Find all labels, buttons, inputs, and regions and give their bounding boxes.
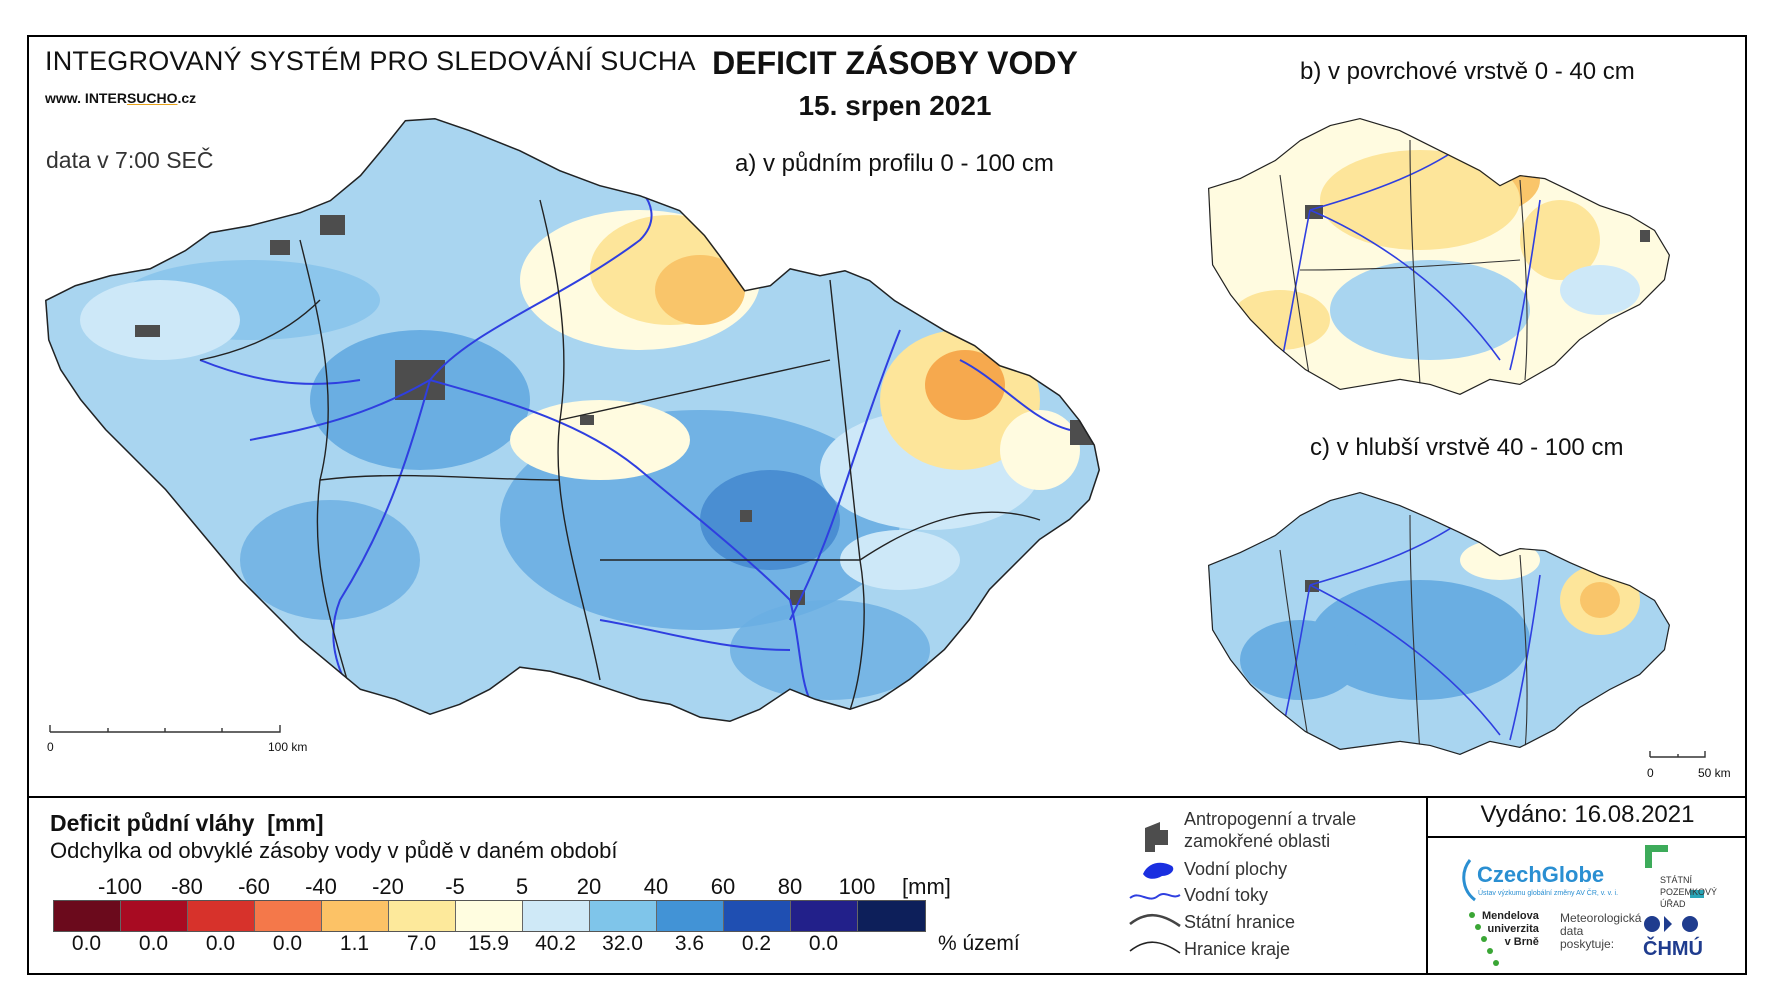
- scale-a-start: 0: [47, 740, 54, 754]
- legend-swatch: [523, 901, 590, 931]
- czechglobe-logo: CzechGlobe: [1477, 862, 1605, 887]
- mendel-line1: Mendelova: [1482, 910, 1539, 922]
- legend-title-text: Deficit půdní vláhy: [50, 810, 255, 836]
- met-data-text: Meteorologická data poskytuje:: [1560, 912, 1641, 951]
- spu-logo: STÁTNÍ POZEMKOVÝ ÚŘAD: [1660, 874, 1717, 910]
- legend-percentage: 3.6: [674, 932, 705, 955]
- legend-color-ramp: [53, 900, 926, 932]
- legend-swatch: [456, 901, 523, 931]
- issued-divider: [1426, 836, 1747, 838]
- mendel-logo: Mendelova univerzita v Brně: [1482, 910, 1539, 949]
- legend-swatch: [791, 901, 858, 931]
- legend-swatch: [858, 901, 925, 931]
- symbol-region-border: Hranice kraje: [1184, 939, 1291, 959]
- legend-tick: 100: [838, 874, 876, 899]
- logo-graphics: [1462, 845, 1704, 966]
- scale-c-end: 50 km: [1698, 766, 1731, 780]
- legend-swatch: [590, 901, 657, 931]
- legend-swatch: [121, 901, 188, 931]
- legend-tick: -100: [97, 874, 143, 899]
- legend-percentage: 7.0: [406, 932, 437, 955]
- met-line1: Meteorologická: [1560, 911, 1642, 925]
- legend-title: Deficit půdní vláhy [mm]: [50, 810, 324, 837]
- mendel-line2: univerzita: [1487, 923, 1539, 935]
- scale-bar-a: [49, 725, 281, 733]
- legend-divider-vertical: [1426, 796, 1428, 975]
- main-title: DEFICIT ZÁSOBY VODY: [712, 45, 1078, 81]
- legend-swatch: [255, 901, 322, 931]
- website-link[interactable]: www. INTERSUCHO.cz: [45, 90, 196, 106]
- legend-unit: [mm]: [902, 874, 951, 899]
- legend-symbols: [1129, 822, 1181, 954]
- legend-tick-labels: -100 -80 -60 -40 -20 -5 5 20 40 60 80 100: [50, 874, 950, 900]
- legend-swatch: [657, 901, 724, 931]
- czechglobe-subtitle: Ústav výzkumu globální změny AV ČR, v. v…: [1478, 890, 1619, 897]
- legend-tick: -60: [238, 874, 270, 899]
- symbol-water-bodies: Vodní plochy: [1184, 859, 1288, 879]
- map-c-subtitle: c) v hlubší vrstvě 40 - 100 cm: [1310, 434, 1624, 461]
- symbol-anthropogenic: Antropogenní a trvale zamokřené oblasti: [1184, 808, 1356, 852]
- symbol-anthropogenic-line1: Antropogenní a trvale: [1184, 809, 1357, 829]
- system-title: INTEGROVANÝ SYSTÉM PRO SLEDOVÁNÍ SUCHA: [45, 46, 696, 76]
- map-c: [1208, 492, 1670, 755]
- spu-line3: ÚŘAD: [1660, 899, 1686, 909]
- website-prefix: www. INTER: [45, 90, 127, 106]
- scale-bar-c: [1649, 751, 1706, 758]
- map-a: [45, 118, 1100, 722]
- website-suffix: .cz: [177, 90, 197, 106]
- legend-tick: 20: [576, 874, 602, 899]
- legend-swatch: [724, 901, 791, 931]
- spu-line2: POZEMKOVÝ: [1660, 887, 1718, 897]
- met-line2: data: [1560, 924, 1584, 938]
- legend-tick: -80: [171, 874, 203, 899]
- legend-percent-label: % území: [938, 932, 1020, 955]
- chmu-logo: ČHMÚ: [1643, 938, 1703, 960]
- website-accent: SUCHO: [126, 90, 178, 106]
- issued-date: Vydáno: 16.08.2021: [1480, 801, 1695, 828]
- legend-percentage: 0.0: [272, 932, 303, 955]
- legend-percentage: 0.0: [71, 932, 102, 955]
- legend-tick: -20: [372, 874, 404, 899]
- legend-swatch: [188, 901, 255, 931]
- scale-c-start: 0: [1647, 766, 1654, 780]
- legend-tick: 5: [515, 874, 529, 899]
- map-b-subtitle: b) v povrchové vrstvě 0 - 40 cm: [1300, 58, 1635, 85]
- legend-tick: -40: [305, 874, 337, 899]
- legend-percentage: 0.0: [808, 932, 839, 955]
- legend-swatch: [389, 901, 456, 931]
- legend-title-unit: [mm]: [267, 810, 324, 836]
- legend-percentage: 0.0: [205, 932, 236, 955]
- spu-line1: STÁTNÍ: [1660, 875, 1693, 885]
- legend-percentage: 15.9: [468, 932, 509, 955]
- mendel-line3: v Brně: [1504, 936, 1539, 948]
- legend-percentage: 0.2: [741, 932, 772, 955]
- map-b: [1208, 118, 1670, 395]
- legend-tick: 60: [710, 874, 736, 899]
- legend-divider: [27, 796, 1747, 798]
- symbol-state-border: Státní hranice: [1184, 912, 1296, 932]
- symbol-anthropogenic-line2: zamokřené oblasti: [1184, 831, 1331, 851]
- legend-subtitle: Odchylka od obvyklé zásoby vody v půdě v…: [50, 838, 618, 863]
- legend-swatch: [54, 901, 121, 931]
- legend-tick: -5: [445, 874, 465, 899]
- legend-percentage: 32.0: [602, 932, 643, 955]
- map-date: 15. srpen 2021: [798, 90, 992, 121]
- scale-a-end: 100 km: [268, 740, 308, 754]
- legend-swatch: [322, 901, 389, 931]
- legend-tick: 80: [777, 874, 803, 899]
- legend-tick: 40: [643, 874, 669, 899]
- met-line3: poskytuje:: [1560, 937, 1615, 951]
- legend-percentage: 1.1: [339, 932, 370, 955]
- legend-percentage: 0.0: [138, 932, 169, 955]
- map-a-subtitle: a) v půdním profilu 0 - 100 cm: [735, 150, 1054, 177]
- data-time: data v 7:00 SEČ: [46, 147, 214, 173]
- symbol-rivers: Vodní toky: [1184, 885, 1269, 905]
- legend-percentage: 40.2: [535, 932, 576, 955]
